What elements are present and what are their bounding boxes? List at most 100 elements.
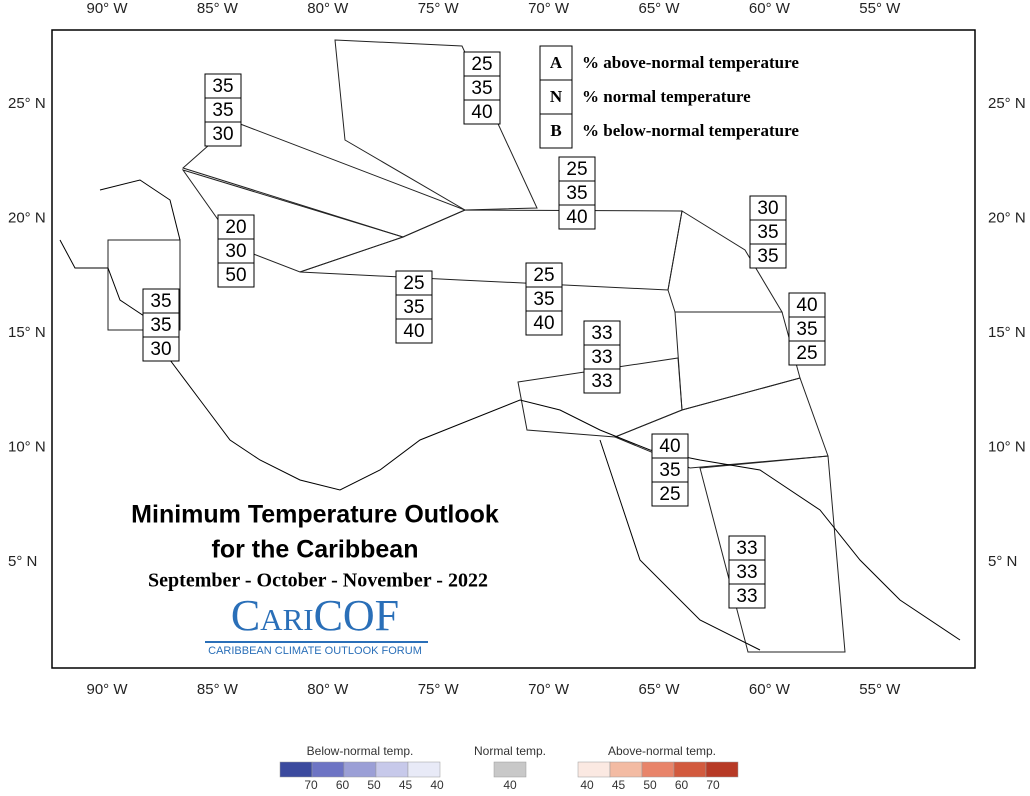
lat-label: 25° N	[8, 95, 46, 112]
zone-value: 40	[566, 207, 587, 228]
lon-label: 90° W	[86, 681, 128, 698]
zone-belize	[107, 239, 181, 331]
zone-cell	[558, 180, 596, 206]
lon-label: 55° W	[859, 0, 901, 17]
lat-label: 20° N	[8, 209, 46, 226]
zone-cell	[788, 292, 826, 318]
zone-value: 40	[533, 313, 554, 334]
zone-cell	[204, 97, 242, 123]
lat-label: 15° N	[988, 324, 1026, 341]
zone-value: 35	[403, 297, 424, 318]
zone-value: 35	[212, 76, 233, 97]
legend-title: Below-normal temp.	[307, 744, 414, 758]
legend-swatch	[705, 761, 739, 778]
key-box	[539, 45, 573, 81]
zone-cell	[788, 340, 826, 366]
zone-value: 30	[212, 124, 233, 145]
zone-cell	[463, 75, 501, 101]
lon-label: 90° W	[86, 0, 128, 17]
zone-cell	[525, 286, 563, 312]
zone-value: 35	[757, 222, 778, 243]
legend-tick: 40	[503, 778, 517, 791]
zone-cell	[204, 121, 242, 147]
zone-cell	[217, 262, 255, 288]
zone-labels: 35 35 30 25 35 40 20 30 50 25 35 40 30 35 35 35 35 30 25 35…	[142, 51, 826, 609]
zone-cell	[583, 320, 621, 346]
key-letter: A	[550, 53, 563, 72]
legend-swatch	[375, 761, 409, 778]
zone-cell	[749, 243, 787, 269]
lat-label: 10° N	[988, 438, 1026, 455]
zone-value: 25	[796, 343, 817, 364]
zone-value: 25	[659, 484, 680, 505]
lat-label: 25° N	[988, 95, 1026, 112]
key-box	[539, 113, 573, 149]
legend-tick: 45	[612, 778, 626, 791]
zone-value: 33	[736, 538, 757, 559]
legend-tick: 50	[643, 778, 657, 791]
zone-value: 30	[757, 198, 778, 219]
zone-cell	[558, 204, 596, 230]
zone-cell	[651, 481, 689, 507]
zone-cell	[395, 294, 433, 320]
zone-cell	[651, 433, 689, 459]
lon-label: 65° W	[638, 681, 680, 698]
lon-label: 80° W	[307, 681, 349, 698]
legend-swatch	[609, 761, 643, 778]
lon-label: 55° W	[859, 681, 901, 698]
key-letter: N	[550, 87, 563, 106]
key-letter: B	[550, 121, 561, 140]
zone-value: 40	[403, 321, 424, 342]
zone-cell	[463, 99, 501, 125]
legend-swatch	[343, 761, 377, 778]
lon-label: 80° W	[307, 0, 349, 17]
zone-value: 40	[471, 102, 492, 123]
zone-bahamas	[334, 39, 538, 211]
zone-value: 30	[150, 339, 171, 360]
lat-label: 20° N	[988, 209, 1026, 226]
zone-value: 25	[533, 265, 554, 286]
zone-value: 35	[533, 289, 554, 310]
key: A % above-normal temperature N % normal tem…	[539, 45, 799, 149]
legend-swatch	[641, 761, 675, 778]
legend-tick: 60	[675, 778, 689, 791]
zone-cell	[651, 457, 689, 483]
zone-value: 40	[659, 436, 680, 457]
zone-value: 35	[471, 78, 492, 99]
zone-cell	[142, 336, 180, 362]
zone-value: 35	[150, 291, 171, 312]
zone-cell	[583, 368, 621, 394]
lat-label: 5° N	[8, 553, 37, 570]
zone-value: 33	[736, 562, 757, 583]
zone-abc	[517, 357, 683, 438]
key-text: % above-normal temperature	[582, 53, 799, 72]
lon-label: 65° W	[638, 0, 680, 17]
zone-value: 25	[566, 159, 587, 180]
zone-value: 33	[591, 371, 612, 392]
subtitle: September - October - November - 2022	[148, 570, 488, 592]
legend: Below-normal temp. 70 60 50 45 40 Normal temp.…	[279, 744, 739, 792]
title-line: Minimum Temperature Outlook	[131, 501, 499, 529]
lon-label: 85° W	[197, 681, 239, 698]
zone-value: 33	[591, 347, 612, 368]
legend-title: Normal temp.	[474, 744, 546, 758]
zone-value: 35	[212, 100, 233, 121]
zone-value: 33	[591, 323, 612, 344]
zone-value: 40	[796, 295, 817, 316]
lon-label: 70° W	[528, 681, 570, 698]
logo-tagline: CARIBBEAN CLIMATE OUTLOOK FORUM	[208, 645, 422, 657]
zone-cell	[217, 238, 255, 264]
key-text: % normal temperature	[582, 87, 751, 106]
zone-value: 35	[150, 315, 171, 336]
lon-label: 75° W	[418, 0, 460, 17]
zone-cell	[525, 262, 563, 288]
legend-swatch	[407, 761, 441, 778]
zone-cell	[728, 583, 766, 609]
zone-value: 35	[566, 183, 587, 204]
zone-value: 50	[225, 265, 246, 286]
lon-label: 85° W	[197, 0, 239, 17]
zone-cell	[788, 316, 826, 342]
zone-cell	[525, 310, 563, 336]
legend-tick: 45	[399, 778, 413, 791]
